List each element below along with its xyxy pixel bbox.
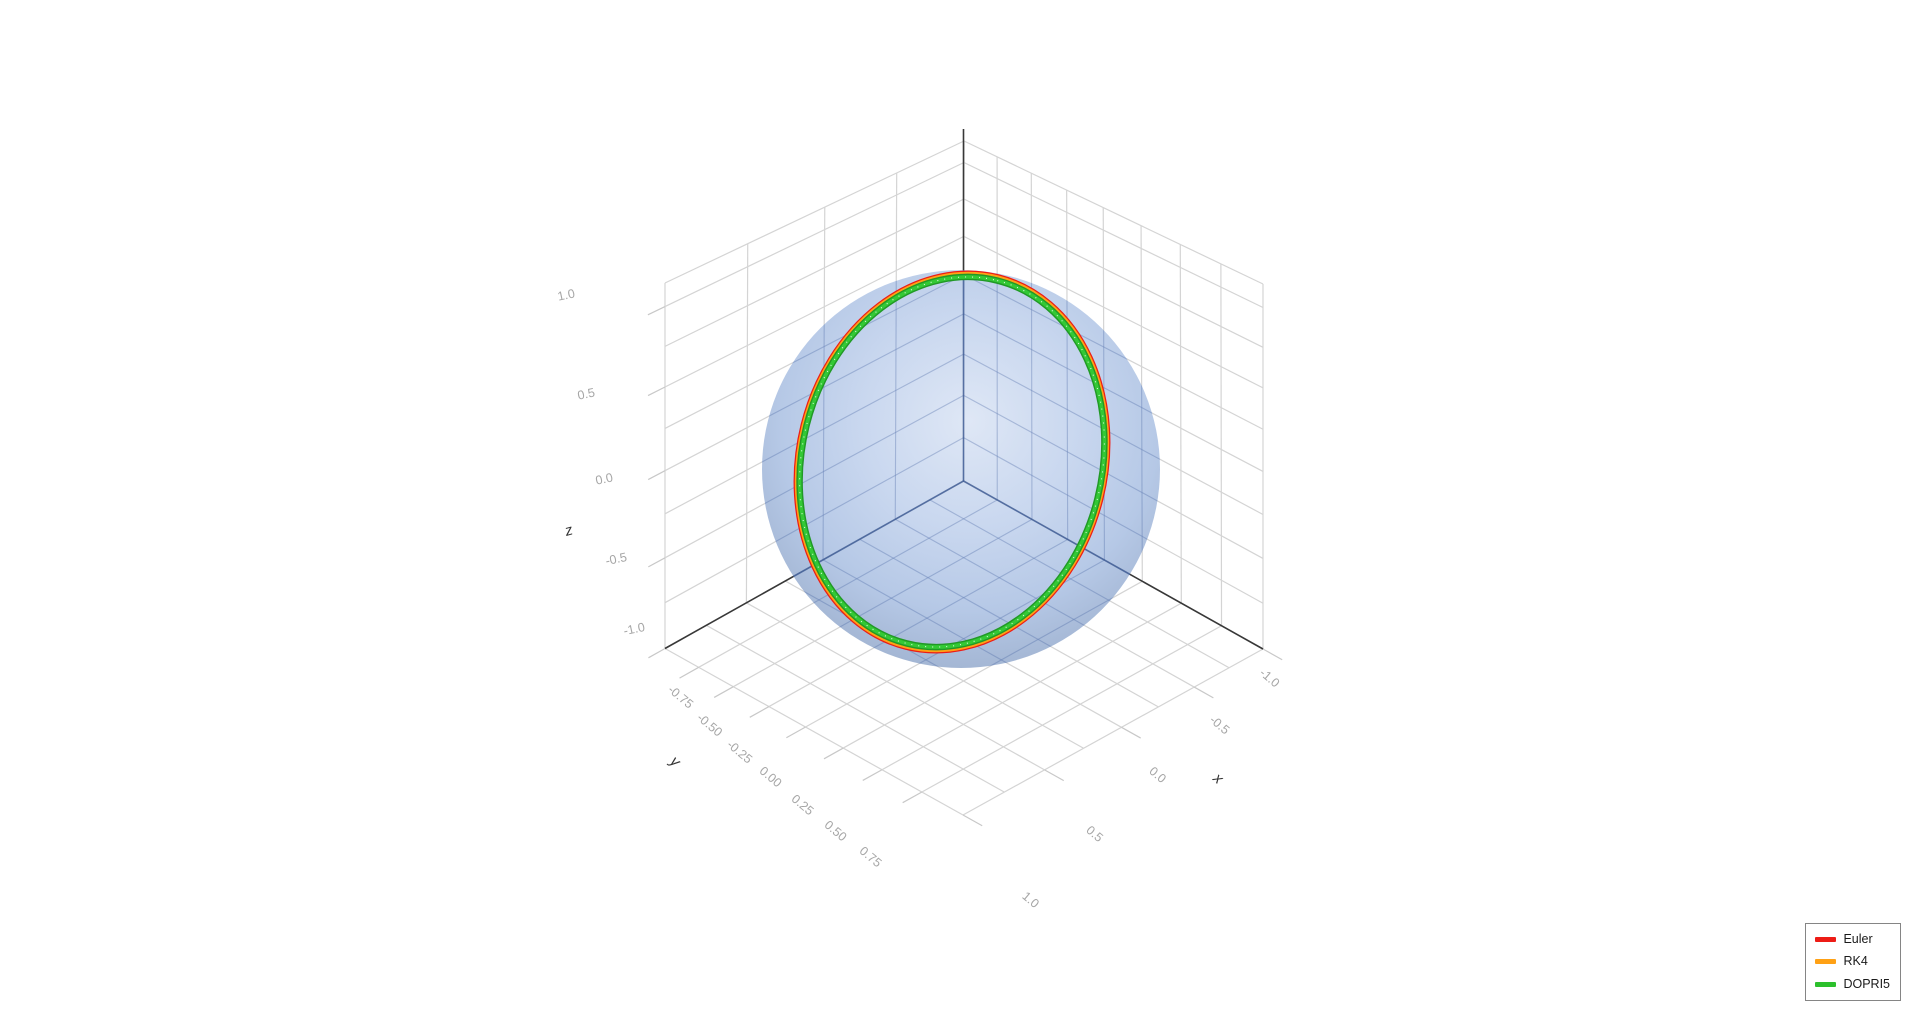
sphere-surface	[762, 270, 1160, 668]
legend: Euler RK4 DOPRI5	[1805, 922, 1901, 1001]
x-tick	[1193, 686, 1214, 699]
y-tick-label: 0.75	[857, 844, 885, 870]
legend-label: Euler	[1843, 931, 1873, 946]
y-tick	[862, 769, 883, 781]
y-tick	[902, 791, 923, 804]
floor-gridline	[921, 625, 1222, 793]
legend-entry-euler[interactable]: Euler	[1815, 931, 1890, 949]
legend-swatch-euler	[1815, 936, 1837, 942]
wall-gridline	[963, 140, 1264, 285]
interior-gridline	[963, 394, 1160, 559]
tick-stubs	[647, 306, 1283, 827]
z-tick-label: 0.5	[576, 385, 596, 402]
interior-gridline	[894, 270, 898, 520]
interior-gridline	[762, 274, 965, 429]
interior-gridline	[785, 580, 1084, 668]
z-tick-label: 0.0	[594, 470, 614, 487]
y-tick	[749, 706, 770, 718]
interior-gridline	[768, 538, 1068, 668]
x-tick-label: -0.5	[1207, 713, 1233, 738]
wall-gridline	[664, 161, 965, 308]
x-tick	[1262, 648, 1283, 661]
legend-entry-rk4[interactable]: RK4	[1815, 953, 1890, 971]
wall-gridline	[664, 140, 965, 284]
y-tick	[679, 666, 700, 679]
interior-gridline	[1102, 270, 1105, 561]
interior-gridline	[963, 353, 1160, 515]
interior-gridline	[762, 437, 964, 604]
floor-gridline	[746, 602, 1045, 771]
interior-gridline	[1066, 270, 1069, 540]
legend-label: DOPRI5	[1843, 976, 1890, 991]
legend-label: RK4	[1843, 954, 1868, 968]
x-tick	[962, 814, 983, 827]
z-tick	[647, 386, 666, 397]
floor-gridline	[706, 624, 1005, 793]
wall-gridline	[1179, 244, 1182, 604]
interior-edge	[963, 480, 1160, 650]
wall-gridline	[1220, 263, 1223, 626]
x-axis-title: x	[1209, 769, 1227, 788]
wall-gridline	[664, 198, 965, 347]
floor-gridline	[962, 648, 1264, 816]
wall-gridline	[963, 161, 1264, 309]
y-tick-label: -0.50	[694, 710, 725, 739]
interior-gridline	[762, 353, 964, 515]
x-tick	[1121, 726, 1141, 739]
y-tick	[823, 747, 844, 760]
trajectories	[793, 270, 1111, 654]
x-tick-label: 0.5	[1083, 823, 1105, 845]
interior-gridline	[929, 499, 1160, 668]
y-tick-label: 0.25	[789, 792, 817, 818]
wall-gridline	[745, 243, 749, 603]
y-tick-label: 0.50	[822, 818, 850, 844]
y-tick	[713, 686, 734, 698]
wall-gridline	[664, 235, 965, 388]
y-tick-label: 0.00	[757, 764, 785, 790]
interior-gridline	[762, 499, 998, 668]
interior-gridline	[963, 437, 1160, 604]
trajectory-dopri5	[797, 275, 1107, 649]
x-tick-label: 0.0	[1146, 764, 1168, 786]
y-tick	[786, 726, 806, 739]
z-tick	[647, 470, 666, 481]
interior-gridline	[1030, 270, 1033, 520]
floor-gridline	[664, 647, 964, 816]
z-tick-label: -0.5	[604, 550, 628, 568]
z-tick	[648, 647, 666, 659]
y-axis-title: y	[666, 752, 685, 771]
x-tick-label: -1.0	[1257, 666, 1283, 691]
floor-gridline	[881, 602, 1182, 771]
z-tick	[648, 557, 666, 568]
interior-gridline	[963, 313, 1160, 472]
z-tick-label: -1.0	[622, 620, 646, 638]
y-tick-label: -0.75	[665, 682, 696, 711]
z-tick-label: 1.0	[556, 286, 576, 303]
y-tick-label: -0.25	[724, 737, 755, 766]
z-tick	[647, 306, 666, 316]
legend-entry-dopri5[interactable]: DOPRI5	[1815, 976, 1890, 994]
legend-swatch-dopri5	[1815, 981, 1837, 987]
interior-gridline	[762, 394, 964, 559]
legend-swatch-rk4	[1815, 959, 1837, 965]
interior-gridline	[842, 580, 1143, 668]
wall-gridline	[963, 198, 1264, 348]
x-tick-label: 1.0	[1019, 889, 1041, 911]
wall-gridline	[963, 235, 1264, 389]
x-tick	[1044, 769, 1065, 782]
interior-gridline	[963, 274, 1160, 430]
z-axis-title: z	[562, 521, 575, 540]
